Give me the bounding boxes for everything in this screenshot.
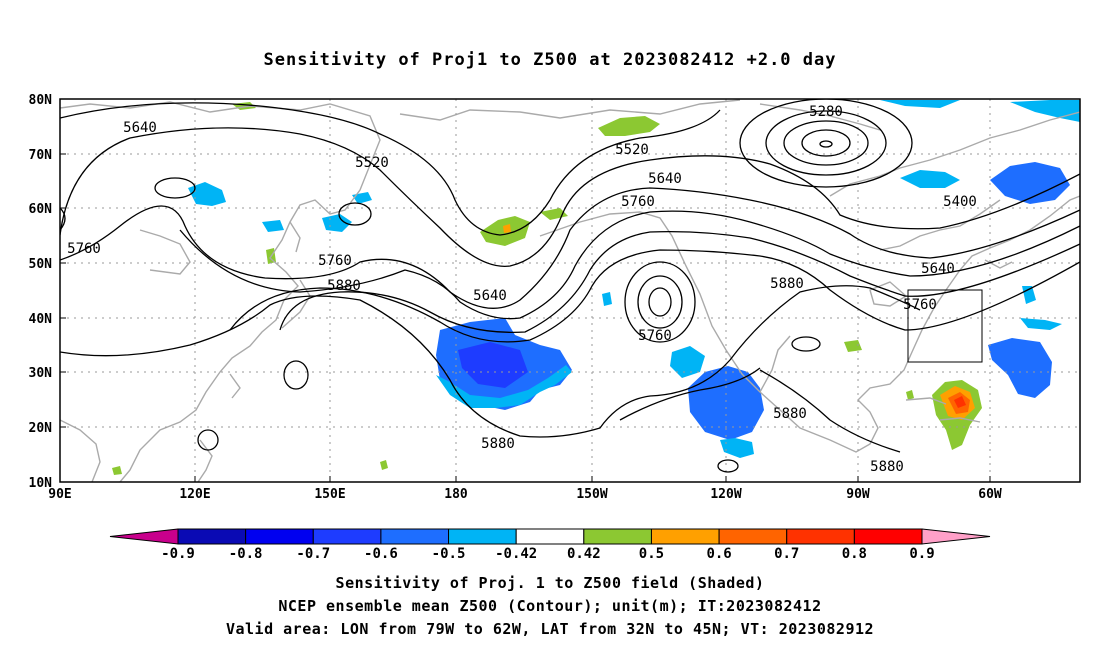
colorbar-label: -0.6 xyxy=(364,546,398,562)
shade-blob xyxy=(1020,318,1062,330)
contour-label: 5760 xyxy=(903,297,937,313)
lon-labels: 90E 120E 150E 180 150W 120W 90W 60W xyxy=(48,487,1002,502)
contour-label: 5880 xyxy=(870,459,904,475)
lon-label: 90E xyxy=(48,487,71,502)
shade-blob xyxy=(988,338,1052,398)
shade-blob xyxy=(380,460,388,470)
shade-blob xyxy=(112,466,122,475)
colorbar-swatch xyxy=(380,528,450,545)
lat-label: 20N xyxy=(29,421,53,436)
colorbar-swatch xyxy=(312,528,382,545)
colorbar-swatch xyxy=(177,528,247,545)
shade-blob xyxy=(188,182,226,206)
contour-label: 5640 xyxy=(473,288,507,304)
lon-label: 120W xyxy=(710,487,741,502)
lat-label: 30N xyxy=(29,366,53,381)
colorbar-label: 0.9 xyxy=(909,546,934,562)
contour-label: 5880 xyxy=(770,276,804,292)
shade-blob xyxy=(900,170,960,188)
contour-label: 5640 xyxy=(921,261,955,277)
shade-blob xyxy=(844,340,862,352)
shaded-sensitivity xyxy=(112,100,1080,475)
colorbar-label: -0.8 xyxy=(229,546,263,562)
contour-label: 5760 xyxy=(318,253,352,269)
colorbar-swatch xyxy=(515,528,585,545)
shade-blob xyxy=(262,220,284,232)
valid-area-box xyxy=(907,289,983,363)
colorbar-swatch xyxy=(786,528,855,545)
lon-label: 150E xyxy=(314,487,345,502)
contour-label: 5520 xyxy=(355,155,389,171)
shade-blob xyxy=(990,162,1070,204)
contour-label: 5640 xyxy=(648,171,682,187)
colorbar-label: 0.7 xyxy=(774,546,799,562)
coastlines xyxy=(60,99,1080,482)
shade-blob xyxy=(602,292,612,306)
lon-label: 90W xyxy=(846,487,870,502)
colorbar-label: -0.7 xyxy=(296,546,330,562)
shade-blob xyxy=(598,116,660,136)
caption-shaded: Sensitivity of Proj. 1 to Z500 field (Sh… xyxy=(335,574,765,592)
colorbar-label: -0.42 xyxy=(495,546,537,562)
colorbar-label: -0.9 xyxy=(161,546,195,562)
lon-label: 180 xyxy=(444,487,468,502)
colorbar-swatch xyxy=(245,528,314,545)
shade-blob xyxy=(436,365,572,408)
shade-blob xyxy=(1010,100,1080,122)
colorbar-swatch xyxy=(650,528,720,545)
lat-label: 60N xyxy=(29,202,53,217)
caption-contour: NCEP ensemble mean Z500 (Contour); unit(… xyxy=(278,597,822,615)
lat-labels: 80N 70N 60N 50N 40N 30N 20N 10N xyxy=(29,93,53,491)
shade-blob xyxy=(458,342,528,388)
shade-blob xyxy=(322,214,352,232)
colorbar-arrow-low xyxy=(109,528,179,545)
colorbar xyxy=(109,528,991,545)
lat-label: 40N xyxy=(29,312,53,327)
colorbar-label: 0.6 xyxy=(706,546,731,562)
lat-label: 50N xyxy=(29,257,53,272)
contour-label: 5880 xyxy=(773,406,807,422)
contour-label: 5640 xyxy=(123,120,157,136)
shade-blob xyxy=(880,100,960,108)
map-frame xyxy=(59,98,1081,483)
page-title: Sensitivity of Proj1 to Z500 at 20230824… xyxy=(263,50,837,70)
colorbar-swatch xyxy=(583,528,652,545)
lat-label: 80N xyxy=(29,93,53,108)
colorbar-label: 0.5 xyxy=(639,546,664,562)
shade-blob xyxy=(720,438,754,458)
contour-label: 5520 xyxy=(615,142,649,158)
colorbar-swatch xyxy=(853,528,923,545)
shade-blob xyxy=(954,396,966,408)
z500-contours xyxy=(60,99,1080,473)
colorbar-labels: -0.9 -0.8 -0.7 -0.6 -0.5 -0.42 0.42 0.5 0.6 0.7 0.… xyxy=(161,546,935,562)
contour-label: 5280 xyxy=(809,104,843,120)
shade-blob xyxy=(906,390,914,400)
contour-label: 5400 xyxy=(943,194,977,210)
lat-label: 70N xyxy=(29,148,53,163)
colorbar-swatch xyxy=(448,528,517,545)
contour-label: 5760 xyxy=(67,241,101,257)
colorbar-label: 0.8 xyxy=(842,546,867,562)
contour-label: 5880 xyxy=(481,436,515,452)
caption-valid-area: Valid area: LON from 79W to 62W, LAT fro… xyxy=(225,620,875,638)
lon-label: 150W xyxy=(576,487,607,502)
contour-label-layer: 5280 5640 5520 5520 5640 5400 5760 5760 … xyxy=(67,104,977,475)
gridlines xyxy=(60,99,1080,482)
colorbar-label: 0.42 xyxy=(567,546,601,562)
colorbar-label: -0.5 xyxy=(432,546,466,562)
colorbar-swatch xyxy=(718,528,788,545)
colorbar-arrow-high xyxy=(921,528,991,545)
shade-blob xyxy=(670,346,705,378)
lon-label: 60W xyxy=(978,487,1002,502)
contour-label: 5760 xyxy=(621,194,655,210)
shade-blob xyxy=(503,224,511,233)
lon-label: 120E xyxy=(179,487,210,502)
contour-label: 5760 xyxy=(638,328,672,344)
shade-blob xyxy=(688,366,764,440)
lat-label: 10N xyxy=(29,476,53,491)
shade-blob xyxy=(352,192,372,204)
contour-label: 5880 xyxy=(327,278,361,294)
axis-ticks xyxy=(60,153,991,482)
